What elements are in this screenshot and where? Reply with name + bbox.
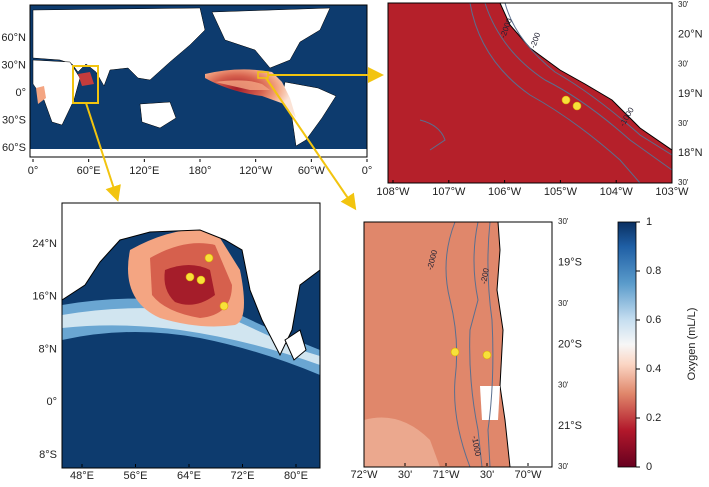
y-tick-label: 30' bbox=[558, 217, 569, 226]
sample-site bbox=[204, 253, 214, 263]
colorbar-tick-label: 0.2 bbox=[646, 412, 661, 424]
sample-site bbox=[482, 350, 492, 360]
x-tick-label: 30' bbox=[480, 469, 494, 481]
x-tick-label: 105°W bbox=[544, 186, 578, 198]
colorbar-tick-label: 0.4 bbox=[646, 363, 661, 375]
x-tick-label: 72°E bbox=[231, 470, 255, 482]
sample-site bbox=[219, 301, 229, 311]
colorbar-label: Oxygen (mL/L) bbox=[686, 308, 698, 381]
y-tick-label: 0° bbox=[46, 396, 57, 408]
y-tick-label: 8°N bbox=[39, 343, 58, 355]
x-tick-label: 80°E bbox=[284, 470, 308, 482]
y-tick-label: 30°S bbox=[2, 114, 26, 126]
y-tick-label: 30' bbox=[678, 0, 689, 9]
x-tick-label: 64°E bbox=[177, 470, 201, 482]
y-tick-label: 8°S bbox=[39, 449, 57, 461]
x-tick-label: 48°E bbox=[70, 470, 94, 482]
colorbar-tick-label: 1 bbox=[646, 216, 652, 228]
x-tick-label: 71°W bbox=[432, 469, 460, 481]
sample-site bbox=[572, 101, 582, 111]
y-tick-label: 30' bbox=[558, 299, 569, 308]
sample-site bbox=[450, 347, 460, 357]
world-map bbox=[29, 4, 368, 158]
y-tick-label: 30' bbox=[678, 59, 689, 68]
x-tick-label: 107°W bbox=[432, 186, 466, 198]
y-tick-label: 19°N bbox=[678, 88, 703, 100]
y-tick-label: 21°S bbox=[558, 420, 582, 432]
arabian-sea-map bbox=[61, 202, 321, 469]
colorbar: Oxygen (mL/L) bbox=[617, 221, 698, 468]
x-tick-label: 120°W bbox=[239, 165, 273, 177]
y-tick-label: 30' bbox=[558, 462, 569, 471]
contour-label: -200 bbox=[479, 267, 491, 285]
y-tick-label: 20°S bbox=[558, 338, 582, 350]
y-tick-label: 60°S bbox=[2, 142, 26, 154]
contour-label: -1000 bbox=[470, 435, 483, 457]
x-tick-label: 104°W bbox=[600, 186, 634, 198]
y-tick-label: 19°S bbox=[558, 257, 582, 269]
y-tick-label: 0° bbox=[15, 87, 26, 99]
y-tick-label: 30°N bbox=[1, 59, 26, 71]
peru-chile-map: -2000 -200 -1000 bbox=[363, 221, 553, 468]
east-pacific-map: -2000 -200 -1000 bbox=[387, 2, 673, 184]
colorbar-tick-label: 0 bbox=[646, 461, 652, 473]
x-tick-label: 30' bbox=[398, 469, 412, 481]
x-tick-label: 0° bbox=[362, 165, 373, 177]
x-tick-label: 120°E bbox=[129, 165, 159, 177]
y-tick-label: 30' bbox=[678, 178, 689, 187]
y-tick-label: 30' bbox=[678, 119, 689, 128]
x-tick-label: 108°W bbox=[376, 186, 410, 198]
x-tick-label: 60°W bbox=[298, 165, 326, 177]
sample-site bbox=[561, 95, 571, 105]
y-tick-label: 20°N bbox=[678, 29, 703, 41]
x-tick-label: 70°W bbox=[514, 469, 542, 481]
y-tick-label: 18°N bbox=[678, 147, 703, 159]
x-tick-label: 180° bbox=[189, 165, 212, 177]
sample-site bbox=[196, 275, 206, 285]
x-tick-label: 103°W bbox=[655, 186, 689, 198]
y-tick-label: 16°N bbox=[32, 291, 57, 303]
y-tick-label: 30' bbox=[558, 380, 569, 389]
x-tick-label: 106°W bbox=[488, 186, 522, 198]
colorbar-tick-label: 0.8 bbox=[646, 265, 661, 277]
colorbar-tick-label: 0.6 bbox=[646, 314, 661, 326]
x-tick-label: 72°W bbox=[350, 469, 378, 481]
x-tick-label: 60°E bbox=[77, 165, 101, 177]
x-tick-label: 56°E bbox=[124, 470, 148, 482]
y-tick-label: 24°N bbox=[32, 238, 57, 250]
sample-site bbox=[185, 272, 195, 282]
arrows bbox=[85, 67, 384, 211]
y-tick-label: 60°N bbox=[1, 32, 26, 44]
x-tick-label: 0° bbox=[28, 165, 39, 177]
